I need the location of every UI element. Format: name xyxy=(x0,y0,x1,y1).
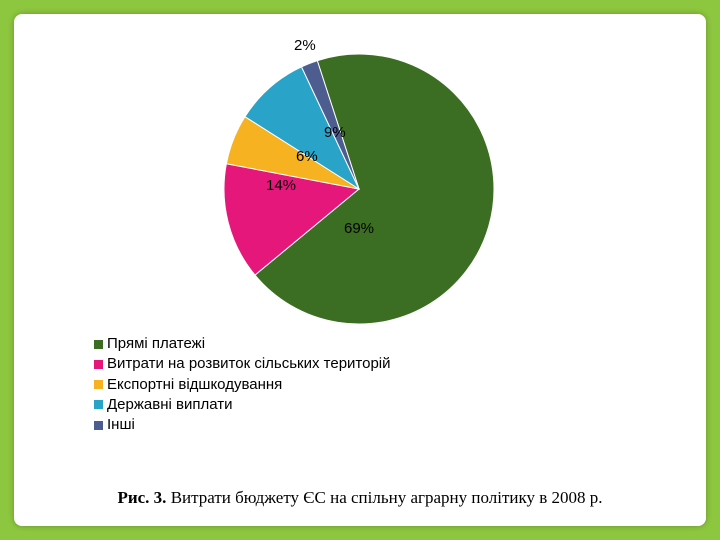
caption-text: Витрати бюджету ЄС на спільну аграрну по… xyxy=(166,488,602,507)
legend-label: Прямі платежі xyxy=(107,334,205,354)
pie-label-export_refunds: 6% xyxy=(296,148,318,165)
legend-item-4: Інші xyxy=(94,415,391,435)
caption-prefix: Рис. 3. xyxy=(117,488,166,507)
pie-label-direct_payments: 69% xyxy=(344,220,374,237)
legend-item-1: Витрати на розвиток сільських територій xyxy=(94,354,391,374)
legend-marker xyxy=(94,360,103,369)
pie-label-state_payments: 9% xyxy=(324,124,346,141)
legend-label: Державні виплати xyxy=(107,395,232,415)
legend-label: Експортні відшкодування xyxy=(107,375,282,395)
figure-caption: Рис. 3. Витрати бюджету ЄС на спільну аг… xyxy=(14,488,706,508)
slide-frame: 69% 14%6% 9% 2% Прямі платежіВитрати на роз… xyxy=(0,0,720,540)
legend-item-3: Державні виплати xyxy=(94,395,391,415)
legend-label: Інші xyxy=(107,415,135,435)
pie-label-rural_dev: 14% xyxy=(266,177,296,194)
legend-marker xyxy=(94,421,103,430)
legend-marker xyxy=(94,400,103,409)
slide-inner: 69% 14%6% 9% 2% Прямі платежіВитрати на роз… xyxy=(14,14,706,526)
legend-item-0: Прямі платежі xyxy=(94,334,391,354)
legend-label: Витрати на розвиток сільських територій xyxy=(107,354,391,374)
pie-label-other: 2% xyxy=(294,37,316,54)
legend-marker xyxy=(94,340,103,349)
chart-area: 69% 14%6% 9% 2% Прямі платежіВитрати на роз… xyxy=(14,14,706,526)
legend-item-2: Експортні відшкодування xyxy=(94,375,391,395)
legend-marker xyxy=(94,380,103,389)
legend: Прямі платежіВитрати на розвиток сільськ… xyxy=(94,334,391,435)
pie-chart xyxy=(224,54,494,324)
